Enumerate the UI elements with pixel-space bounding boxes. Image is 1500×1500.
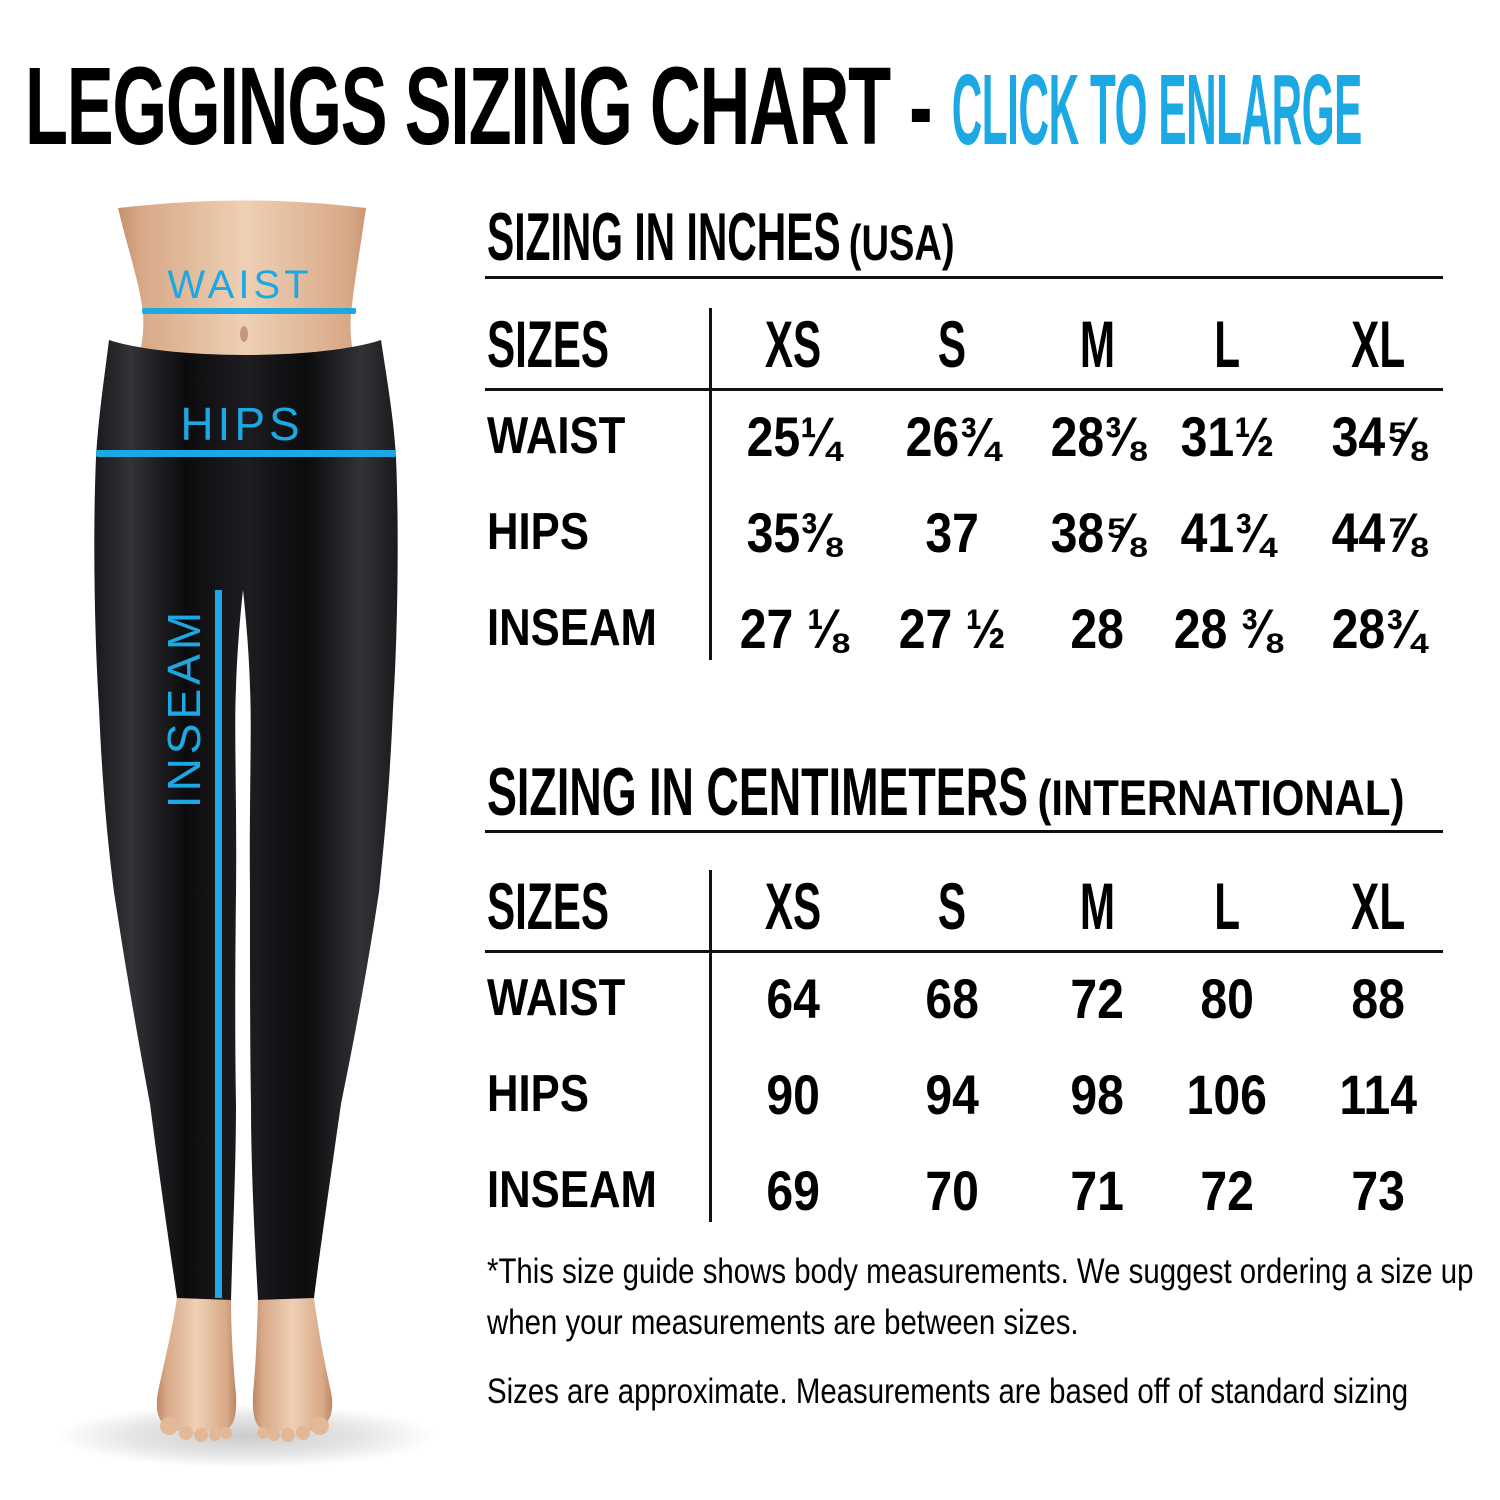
size-table-inches: SIZES XS S M L XL WAIST 25¼ 26¾ 28⅜ 31½ … xyxy=(485,300,1470,676)
cm-waist-label: WAIST xyxy=(487,969,626,1027)
cm-waist-xs: 64 xyxy=(766,966,820,1030)
inches-waist-s: 26¾ xyxy=(905,404,999,468)
leggings-figure-graphic: WAIST HIPS INSEAM xyxy=(56,200,436,1468)
right-foot xyxy=(252,1298,333,1431)
leggings-shape xyxy=(94,340,398,1300)
cm-inseam-l: 72 xyxy=(1200,1158,1254,1222)
inches-header-rule xyxy=(485,388,1443,391)
hips-guide-label: HIPS xyxy=(180,398,303,450)
page-title-separator: - xyxy=(909,45,933,168)
inches-heading-text: SIZING IN INCHES xyxy=(487,199,841,275)
cm-header-l: L xyxy=(1214,869,1240,943)
inches-header-l: L xyxy=(1214,307,1240,381)
cm-inseam-xs: 69 xyxy=(766,1158,820,1222)
footnote-approximate: Sizes are approximate. Measurements are … xyxy=(487,1372,1409,1411)
inches-header-xl: XL xyxy=(1351,307,1406,381)
cm-waist-s: 68 xyxy=(925,966,979,1030)
navel xyxy=(240,326,248,342)
footnote-size-guide: *This size guide shows body measurements… xyxy=(487,1252,1474,1343)
cm-header-m: M xyxy=(1079,869,1115,943)
inches-inseam-m: 28 xyxy=(1070,596,1124,660)
inches-heading-suffix: (USA) xyxy=(849,215,955,271)
left-foot xyxy=(156,1298,237,1431)
inches-grid: SIZES XS S M L XL WAIST 25¼ 26¾ 28⅜ 31½ … xyxy=(487,300,1470,676)
inches-header-xs: XS xyxy=(764,307,822,381)
leggings-model-figure: WAIST HIPS INSEAM xyxy=(30,188,480,1480)
inches-column-divider xyxy=(709,308,712,660)
cm-inseam-xl: 73 xyxy=(1351,1158,1406,1222)
toes xyxy=(160,1417,329,1442)
floor-shadow xyxy=(56,1404,436,1468)
cm-inseam-label: INSEAM xyxy=(487,1161,657,1219)
waist-guide-label: WAIST xyxy=(167,263,312,307)
cm-waist-m: 72 xyxy=(1070,966,1124,1030)
cm-hips-xs: 90 xyxy=(766,1062,820,1126)
page-title-text: LEGGINGS SIZING CHART xyxy=(25,45,891,168)
size-table-centimeters: SIZES XS S M L XL WAIST 64 68 72 80 88 H… xyxy=(485,862,1470,1238)
cm-inseam-s: 70 xyxy=(925,1158,979,1222)
cm-waist-l: 80 xyxy=(1200,966,1254,1030)
inches-waist-xl: 34⅝ xyxy=(1331,404,1426,468)
inches-hips-m: 38⅝ xyxy=(1050,500,1144,564)
cm-inseam-m: 71 xyxy=(1070,1158,1124,1222)
inches-hips-label: HIPS xyxy=(487,503,589,561)
cm-grid: SIZES XS S M L XL WAIST 64 68 72 80 88 H… xyxy=(487,862,1470,1238)
cm-hips-s: 94 xyxy=(925,1062,979,1126)
inches-hips-xs: 35⅜ xyxy=(746,500,840,564)
inches-hips-l: 41¾ xyxy=(1180,500,1274,564)
cm-heading-rule xyxy=(485,830,1443,833)
inches-inseam-l: 28 ⅜ xyxy=(1173,596,1281,660)
cm-hips-label: HIPS xyxy=(487,1065,589,1123)
cm-heading-suffix: (INTERNATIONAL) xyxy=(1037,770,1405,826)
cm-column-divider xyxy=(709,870,712,1222)
waist-guide-line xyxy=(142,308,356,314)
inseam-guide-line xyxy=(215,590,222,1298)
cm-header-rule xyxy=(485,950,1443,953)
inches-heading-rule xyxy=(485,276,1443,279)
inches-section-heading: SIZING IN INCHES (USA) xyxy=(487,203,955,271)
inches-hips-xl: 44⅞ xyxy=(1331,500,1426,564)
inches-inseam-xl: 28¾ xyxy=(1331,596,1426,660)
cm-header-xs: XS xyxy=(764,869,822,943)
inches-header-m: M xyxy=(1079,307,1115,381)
inches-waist-xs: 25¼ xyxy=(746,404,840,468)
inches-header-sizes: SIZES xyxy=(487,307,610,381)
inseam-guide-label: INSEAM xyxy=(158,608,210,808)
cm-hips-l: 106 xyxy=(1186,1062,1268,1126)
inches-header-s: S xyxy=(937,307,967,381)
cm-hips-xl: 114 xyxy=(1339,1062,1418,1126)
inches-inseam-s: 27 ½ xyxy=(898,596,1006,660)
inches-waist-l: 31½ xyxy=(1180,404,1274,468)
inches-inseam-label: INSEAM xyxy=(487,599,657,657)
cm-waist-xl: 88 xyxy=(1351,966,1406,1030)
cm-header-sizes: SIZES xyxy=(487,869,610,943)
inches-inseam-xs: 27 ⅛ xyxy=(739,596,847,660)
page-title: LEGGINGS SIZING CHART - CLICK TO ENLARGE xyxy=(25,52,1500,162)
hips-guide-line xyxy=(96,450,396,457)
cm-section-heading: SIZING IN CENTIMETERS (INTERNATIONAL) xyxy=(487,758,1404,826)
inches-waist-m: 28⅜ xyxy=(1050,404,1144,468)
click-to-enlarge-link[interactable]: CLICK TO ENLARGE xyxy=(951,54,1363,166)
cm-heading-text: SIZING IN CENTIMETERS xyxy=(487,754,1029,830)
inches-hips-s: 37 xyxy=(925,500,979,564)
cm-header-xl: XL xyxy=(1351,869,1406,943)
inches-waist-label: WAIST xyxy=(487,407,626,465)
cm-hips-m: 98 xyxy=(1070,1062,1124,1126)
cm-header-s: S xyxy=(937,869,967,943)
